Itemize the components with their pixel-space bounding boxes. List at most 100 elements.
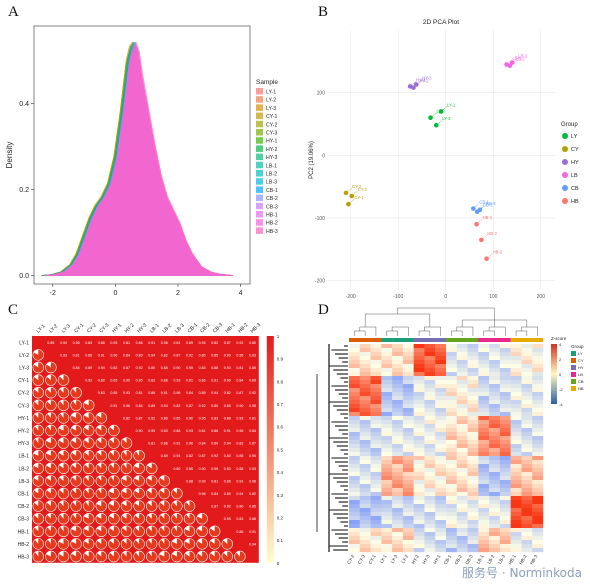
corr-pie <box>70 488 82 499</box>
corr-pie <box>96 501 107 512</box>
heatmap-cell <box>359 392 371 397</box>
heatmap-cell <box>381 516 393 521</box>
heatmap-cell <box>510 384 522 389</box>
group-annotation-cell <box>402 338 414 342</box>
colorbar-tick-label: 0 <box>277 561 280 566</box>
heatmap-cell <box>510 484 522 489</box>
heatmap-cell <box>435 356 447 361</box>
heatmap-cell <box>478 344 490 349</box>
corr-value: 0.84 <box>211 492 218 496</box>
heatmap-cell <box>370 504 382 509</box>
corr-value: 0.89 <box>186 341 193 345</box>
heatmap-cell <box>392 536 404 541</box>
heatmap-cell <box>370 492 382 497</box>
pca-point-hy-3 <box>414 82 419 87</box>
heatmap-cell <box>467 508 479 513</box>
corr-pie <box>197 551 208 562</box>
heatmap-cell <box>424 508 436 513</box>
corr-pie <box>108 463 119 474</box>
heatmap-cell <box>499 528 511 533</box>
heatmap-cell <box>478 528 490 533</box>
heatmap-cell <box>413 428 425 433</box>
heatmap-cell <box>532 464 544 469</box>
heatmap-cell <box>499 456 511 461</box>
heatmap-cell <box>392 504 404 509</box>
heatmap-cell <box>489 440 501 445</box>
heatmap-cell <box>370 508 382 513</box>
heatmap-cell <box>456 452 468 457</box>
heatmap-cell <box>359 500 371 505</box>
heatmap-cell <box>532 416 544 421</box>
panel-label-d: D <box>318 302 329 318</box>
heatmap-cell <box>359 428 371 433</box>
heatmap-cell <box>402 548 414 553</box>
heatmap-cell <box>435 404 447 409</box>
col-dendrogram-branch <box>451 326 474 336</box>
heatmap-cell <box>489 520 501 525</box>
heatmap-cell <box>499 508 511 513</box>
corr-pie <box>33 362 44 373</box>
corr-value: 0.85 <box>211 353 218 357</box>
heatmap-cell <box>532 444 544 449</box>
heatmap-cell <box>402 400 414 405</box>
heatmap-cell <box>402 524 414 529</box>
heatmap-cell <box>489 344 501 349</box>
heatmap-cell <box>402 372 414 377</box>
heatmap-cell <box>499 512 511 517</box>
heatmap-cell <box>349 492 360 497</box>
heatmap-cell <box>370 484 382 489</box>
heatmap-cell <box>510 432 522 437</box>
heatmap-cell <box>402 356 414 361</box>
heatmap-cell <box>392 364 404 369</box>
heatmap-cell <box>499 364 511 369</box>
heatmap-cell <box>392 544 404 549</box>
heatmap-cell <box>478 424 490 429</box>
legend-label-ly-3: LY-3 <box>266 106 276 112</box>
heatmap-cell <box>370 532 382 537</box>
heatmap-cell <box>532 368 544 373</box>
zscore-tick-label: 0 <box>559 372 562 377</box>
heatmap-cell <box>521 420 533 425</box>
heatmap-cell <box>446 504 457 509</box>
corr-value: 0.85 <box>47 341 54 345</box>
heatmap-cell <box>349 504 360 509</box>
pca-point-label: HB-2 <box>487 231 497 236</box>
heatmap-cell <box>392 368 404 373</box>
pca-point-label: CB-1 <box>479 200 489 205</box>
corr-value: 0.85 <box>236 454 243 458</box>
corr-value: 0.96 <box>123 404 130 408</box>
heatmap-cell <box>532 508 544 513</box>
corr-pie <box>33 425 44 436</box>
legend-marker-lb <box>562 172 568 178</box>
pca-point-label: CB-3 <box>486 201 496 206</box>
chart-title: 2D PCA Plot <box>423 19 459 26</box>
heatmap-cell <box>349 448 360 453</box>
corr-pie <box>171 526 183 537</box>
heatmap-cell <box>435 416 447 421</box>
heatmap-cell <box>359 508 371 513</box>
heatmap-cell <box>499 544 511 549</box>
corr-value: 0.92 <box>136 366 143 370</box>
legend-label-hb-3: HB-3 <box>266 229 278 235</box>
corr-pie <box>33 349 44 360</box>
heatmap-cell <box>359 376 371 381</box>
col-label-cb-2: CB-2 <box>199 322 211 334</box>
heatmap-cell <box>424 404 436 409</box>
heatmap-cell <box>499 476 511 481</box>
heatmap-cell <box>413 392 425 397</box>
corr-pie <box>197 538 208 549</box>
corr-pie <box>108 425 119 436</box>
corr-pie <box>83 538 94 549</box>
corr-pie <box>83 463 94 474</box>
heatmap-cell <box>381 492 393 497</box>
heatmap-cell <box>424 364 436 369</box>
heatmap-cell <box>370 408 382 413</box>
row-label-hy-1: HY-1 <box>18 416 29 422</box>
heatmap-cell <box>478 520 490 525</box>
heatmap-cell <box>456 528 468 533</box>
heatmap-cell <box>402 396 414 401</box>
corr-value: 0.83 <box>98 391 105 395</box>
heatmap-cell <box>489 540 501 545</box>
heatmap-cell <box>349 440 360 445</box>
heatmap-cell <box>392 512 404 517</box>
